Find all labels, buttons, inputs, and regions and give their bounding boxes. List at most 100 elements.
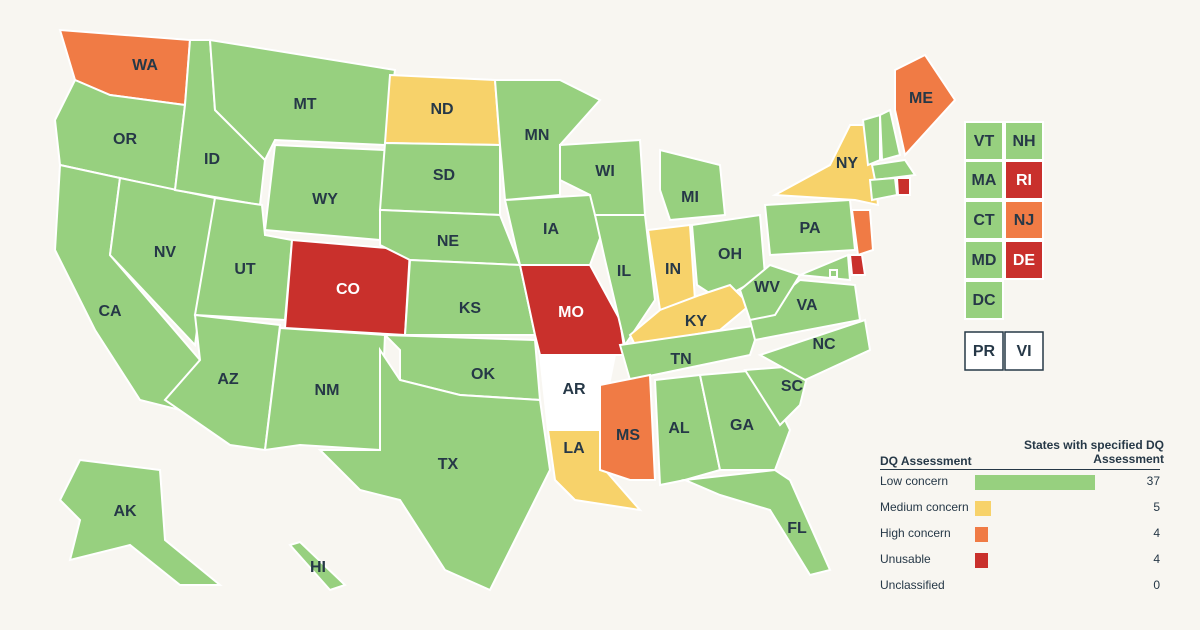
state-shape	[757, 318, 872, 382]
legend-row: Unusable 4	[880, 552, 1160, 568]
state-label: MI	[681, 189, 699, 206]
state-tile	[1004, 240, 1044, 280]
state-label: AL	[668, 420, 690, 437]
state-shape	[894, 53, 957, 158]
legend-bar	[975, 527, 988, 542]
state-label: CT	[973, 212, 995, 229]
legend-label: Medium concern	[880, 500, 969, 514]
state-shape	[868, 176, 899, 202]
legend-count: 4	[1153, 526, 1160, 540]
state-label: MN	[525, 127, 550, 144]
state-tile	[964, 121, 1004, 161]
state-shape	[653, 373, 722, 487]
state-shape	[763, 198, 857, 257]
state-shape	[861, 113, 881, 167]
state-shape	[895, 177, 911, 196]
state-label: HI	[310, 559, 326, 576]
legend-count: 4	[1153, 552, 1160, 566]
state-shape	[850, 209, 875, 257]
legend-label: Low concern	[880, 474, 949, 488]
state-label: AR	[562, 381, 586, 398]
state-label: CA	[98, 303, 122, 320]
legend-bar	[975, 475, 1095, 490]
state-label: ME	[909, 90, 933, 107]
state-tile	[1004, 331, 1044, 371]
state-label: MS	[616, 427, 640, 444]
state-label: MD	[972, 252, 997, 269]
state-shape	[799, 253, 852, 282]
state-shape	[317, 346, 552, 592]
state-label: UT	[234, 261, 256, 278]
state-label: LA	[563, 440, 585, 457]
state-shape	[829, 269, 838, 278]
state-label: OH	[718, 246, 742, 263]
legend-count: 5	[1153, 500, 1160, 514]
legend-row: Unclassified 0	[880, 578, 1160, 594]
state-label: GA	[730, 417, 754, 434]
state-label: SC	[781, 378, 804, 395]
state-shape	[738, 263, 802, 322]
legend-label: Unusable	[880, 552, 931, 566]
state-tile	[964, 200, 1004, 240]
state-label: WY	[312, 191, 338, 208]
state-label: VA	[796, 297, 817, 314]
state-label: WA	[132, 57, 158, 74]
state-label: SD	[433, 167, 455, 184]
state-label: MO	[558, 304, 584, 321]
state-label: VT	[974, 133, 995, 150]
state-tile	[1004, 160, 1044, 200]
state-label: NM	[315, 382, 340, 399]
state-tile	[964, 160, 1004, 200]
state-label: KY	[685, 313, 708, 330]
state-label: WV	[754, 279, 780, 296]
state-shape	[163, 313, 282, 452]
state-label: ND	[430, 101, 453, 118]
state-tile	[1004, 200, 1044, 240]
state-label: NH	[1012, 133, 1035, 150]
state-shape	[771, 124, 880, 207]
state-label: CO	[336, 281, 360, 298]
state-label: PR	[973, 343, 996, 360]
state-label: VI	[1016, 343, 1031, 360]
legend-row: Medium concern 5	[880, 500, 1160, 516]
state-label: AZ	[217, 371, 239, 388]
legend-row: High concern 4	[880, 526, 1160, 542]
legend-bar	[975, 553, 988, 568]
legend-label: High concern	[880, 526, 951, 540]
state-label: FL	[787, 520, 807, 537]
state-label: ID	[204, 151, 220, 168]
state-label: KS	[459, 300, 482, 317]
state-label: RI	[1016, 172, 1032, 189]
state-label: OK	[471, 366, 495, 383]
state-shape	[848, 254, 867, 276]
state-label: OR	[113, 131, 137, 148]
state-label: NJ	[1014, 212, 1034, 229]
state-label: MA	[972, 172, 997, 189]
state-label: PA	[799, 220, 820, 237]
legend-count-header: States with specified DQ Assessment	[1023, 438, 1164, 466]
legend-label: Unclassified	[880, 578, 945, 592]
state-label: MT	[293, 96, 316, 113]
state-tile	[964, 240, 1004, 280]
state-shape	[618, 323, 762, 382]
state-label: IA	[543, 221, 559, 238]
state-label: DE	[1013, 252, 1036, 269]
state-label: TX	[438, 456, 459, 473]
legend-bar	[975, 501, 992, 516]
state-shape	[288, 540, 347, 592]
state-label: IN	[665, 261, 681, 278]
state-shape	[870, 158, 917, 182]
legend-count: 0	[1153, 578, 1160, 592]
state-shape	[878, 108, 902, 162]
state-label: NC	[812, 336, 836, 353]
state-shape	[503, 193, 607, 266]
state-shape	[403, 258, 537, 336]
state-shape	[58, 458, 223, 586]
state-tile	[964, 331, 1004, 371]
state-label: WI	[595, 163, 615, 180]
state-shape	[263, 326, 387, 452]
state-label: IL	[617, 263, 631, 280]
state-shape	[599, 373, 657, 481]
